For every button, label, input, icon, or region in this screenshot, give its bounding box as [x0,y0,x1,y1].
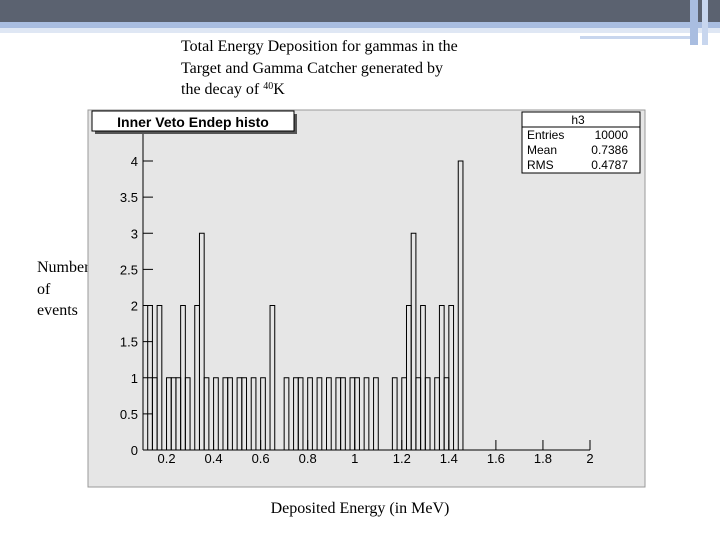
histogram-bin [316,377,323,450]
histogram-bin [203,377,210,450]
stats-name: h3 [571,113,585,127]
top-bar [0,0,720,22]
y-tick-label: 1.5 [120,335,138,350]
stats-label: Entries [527,128,564,142]
histogram-bin [410,232,417,450]
histogram-bin [241,377,248,450]
side-stripe [690,0,698,45]
histogram-bin [340,377,346,450]
stats-value: 10000 [595,128,629,142]
side-stripe [580,36,690,39]
y-tick-label: 0.5 [120,407,138,422]
y-tick-label: 2 [131,299,138,314]
histogram-bin [448,305,455,450]
x-axis-label: Deposited Energy (in MeV) [271,500,450,517]
stats-label: Mean [527,143,557,157]
histogram-bin [269,305,276,450]
y-tick-label: 0 [131,443,138,458]
y-axis-label: events [37,302,78,319]
stats-value: 0.4787 [591,158,628,172]
plot: 0 0.5 1 1.5 2 2.5 3 3.5 4 0.2 0.4 0.6 0.8 1 1.2 1.4 1.6 1… [120,117,594,466]
y-tick-label: 3.5 [120,190,138,205]
histogram-bin [424,377,431,450]
x-tick-label: 1.2 [393,451,411,466]
histogram-bin [250,377,257,450]
x-tick-label: 1 [351,451,358,466]
x-tick-label: 1.4 [440,451,458,466]
slide-title: the decay of 40K [181,81,285,98]
title-box [91,110,295,132]
x-tick-label: 2 [586,451,593,466]
histogram-bin [326,377,332,450]
side-stripe [702,0,708,45]
histogram-bin [363,377,370,450]
y-tick-label: 4 [131,154,138,169]
stats-label: RMS [527,158,554,172]
x-tick-label: 1.8 [534,451,552,466]
x-tick-label: 0.8 [299,451,317,466]
histogram-bin [213,377,219,450]
histogram-bin [184,377,191,450]
histogram-bin [391,377,398,450]
histogram-bin [373,377,379,450]
histogram-bin [307,377,313,450]
stats-box [521,111,641,174]
top-stripe [0,22,720,28]
histogram-bin [283,377,290,450]
histogram-bin [354,377,360,450]
y-tick-label: 3 [131,226,138,241]
isotope-symbol: K [273,81,285,98]
slide-title: Target and Gamma Catcher generated by [181,60,443,77]
histogram-bin [198,232,205,450]
histogram-bin [227,377,233,450]
isotope-mass: 40 [263,81,273,92]
y-axis-label: of [37,281,51,298]
histogram-bin [156,305,163,450]
title-text: the decay of [181,81,260,98]
histogram-bin [260,377,266,450]
x-tick-label: 0.6 [252,451,270,466]
x-tick-label: 0.4 [205,451,223,466]
stats-value: 0.7386 [591,143,628,157]
top-stripe [0,28,720,33]
histo-title: Inner Veto Endep histo [117,114,269,130]
slide-title: Total Energy Deposition for gammas in th… [181,38,458,55]
histogram-bin [457,160,464,450]
y-tick-label: 1 [131,371,138,386]
x-tick-label: 0.2 [157,451,175,466]
histogram-bin [297,377,304,450]
y-tick-label: 2.5 [120,262,138,277]
y-axis-label: Number [37,259,90,276]
x-tick-label: 1.6 [487,451,505,466]
